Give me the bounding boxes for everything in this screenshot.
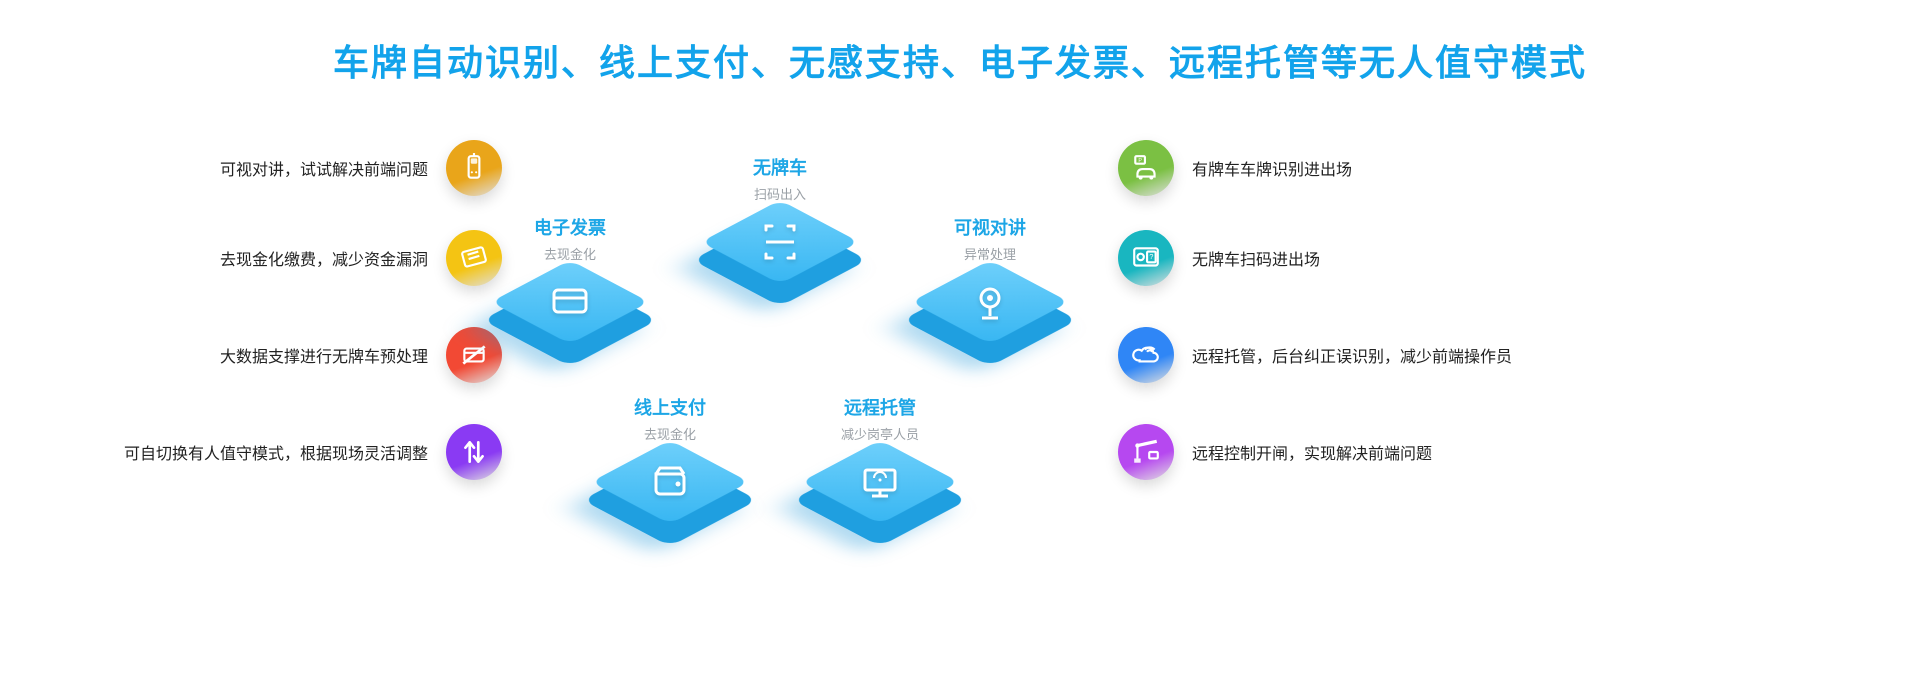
monitor-icon	[858, 460, 902, 509]
tile-title: 可视对讲	[900, 214, 1080, 240]
tile-label: 电子发票去现金化	[480, 214, 660, 263]
tile-pay: 线上支付去现金化	[600, 450, 740, 540]
diamond-noplate	[710, 210, 850, 300]
tile-subtitle: 去现金化	[580, 424, 760, 443]
radio-icon	[446, 140, 502, 196]
right-feature-text: 无牌车扫码进出场	[1192, 246, 1320, 270]
right-feature-text: 有牌车车牌识别进出场	[1192, 156, 1352, 180]
tile-remote: 远程托管减少岗亭人员	[810, 450, 950, 540]
car-plate-icon: P	[1118, 140, 1174, 196]
left-feature-text: 去现金化缴费，减少资金漏洞	[220, 246, 428, 270]
scan-car-icon: ?	[1118, 230, 1174, 286]
diamond-pay	[600, 450, 740, 540]
svg-text:?: ?	[1149, 252, 1153, 261]
wallet-icon	[648, 460, 692, 509]
right-feature-row: 远程控制开闸，实现解决前端问题	[1118, 424, 1432, 480]
right-feature-text: 远程托管，后台纠正误识别，减少前端操作员	[1192, 343, 1512, 367]
scan-icon	[758, 220, 802, 269]
left-feature-row: 可视对讲，试试解决前端问题	[220, 140, 502, 196]
left-feature-text: 大数据支撑进行无牌车预处理	[220, 343, 428, 367]
page-title: 车牌自动识别、线上支付、无感支持、电子发票、远程托管等无人值守模式	[0, 0, 1920, 86]
diamond-invoice	[500, 270, 640, 360]
right-feature-text: 远程控制开闸，实现解决前端问题	[1192, 440, 1432, 464]
left-feature-row: 大数据支撑进行无牌车预处理	[220, 327, 502, 383]
tile-title: 无牌车	[690, 154, 870, 180]
tile-subtitle: 异常处理	[900, 244, 1080, 263]
right-feature-row: P 有牌车车牌识别进出场	[1118, 140, 1352, 196]
swap-icon	[446, 424, 502, 480]
tile-title: 线上支付	[580, 394, 760, 420]
tile-label: 可视对讲异常处理	[900, 214, 1080, 263]
camera-icon	[968, 280, 1012, 329]
left-feature-text: 可自切换有人值守模式，根据现场灵活调整	[124, 440, 428, 464]
left-feature-text: 可视对讲，试试解决前端问题	[220, 156, 428, 180]
cloud-wifi-icon	[1118, 327, 1174, 383]
tile-title: 远程托管	[790, 394, 970, 420]
nocard-icon	[446, 327, 502, 383]
right-feature-row: ? 无牌车扫码进出场	[1118, 230, 1320, 286]
tile-subtitle: 去现金化	[480, 244, 660, 263]
tile-invoice: 电子发票去现金化	[500, 270, 640, 360]
tile-title: 电子发票	[480, 214, 660, 240]
left-feature-row: 可自切换有人值守模式，根据现场灵活调整	[124, 424, 502, 480]
infographic-stage: 可视对讲，试试解决前端问题去现金化缴费，减少资金漏洞大数据支撑进行无牌车预处理可…	[0, 100, 1920, 700]
right-feature-row: 远程托管，后台纠正误识别，减少前端操作员	[1118, 327, 1512, 383]
barrier-icon	[1118, 424, 1174, 480]
tile-label: 线上支付去现金化	[580, 394, 760, 443]
svg-text:P: P	[1138, 158, 1142, 164]
diamond-talk	[920, 270, 1060, 360]
tile-noplate: 无牌车扫码出入	[710, 210, 850, 300]
tile-label: 远程托管减少岗亭人员	[790, 394, 970, 443]
left-feature-row: 去现金化缴费，减少资金漏洞	[220, 230, 502, 286]
tile-label: 无牌车扫码出入	[690, 154, 870, 203]
card-icon	[548, 280, 592, 329]
tile-subtitle: 减少岗亭人员	[790, 424, 970, 443]
tile-talk: 可视对讲异常处理	[920, 270, 1060, 360]
diamond-remote	[810, 450, 950, 540]
tile-subtitle: 扫码出入	[690, 184, 870, 203]
